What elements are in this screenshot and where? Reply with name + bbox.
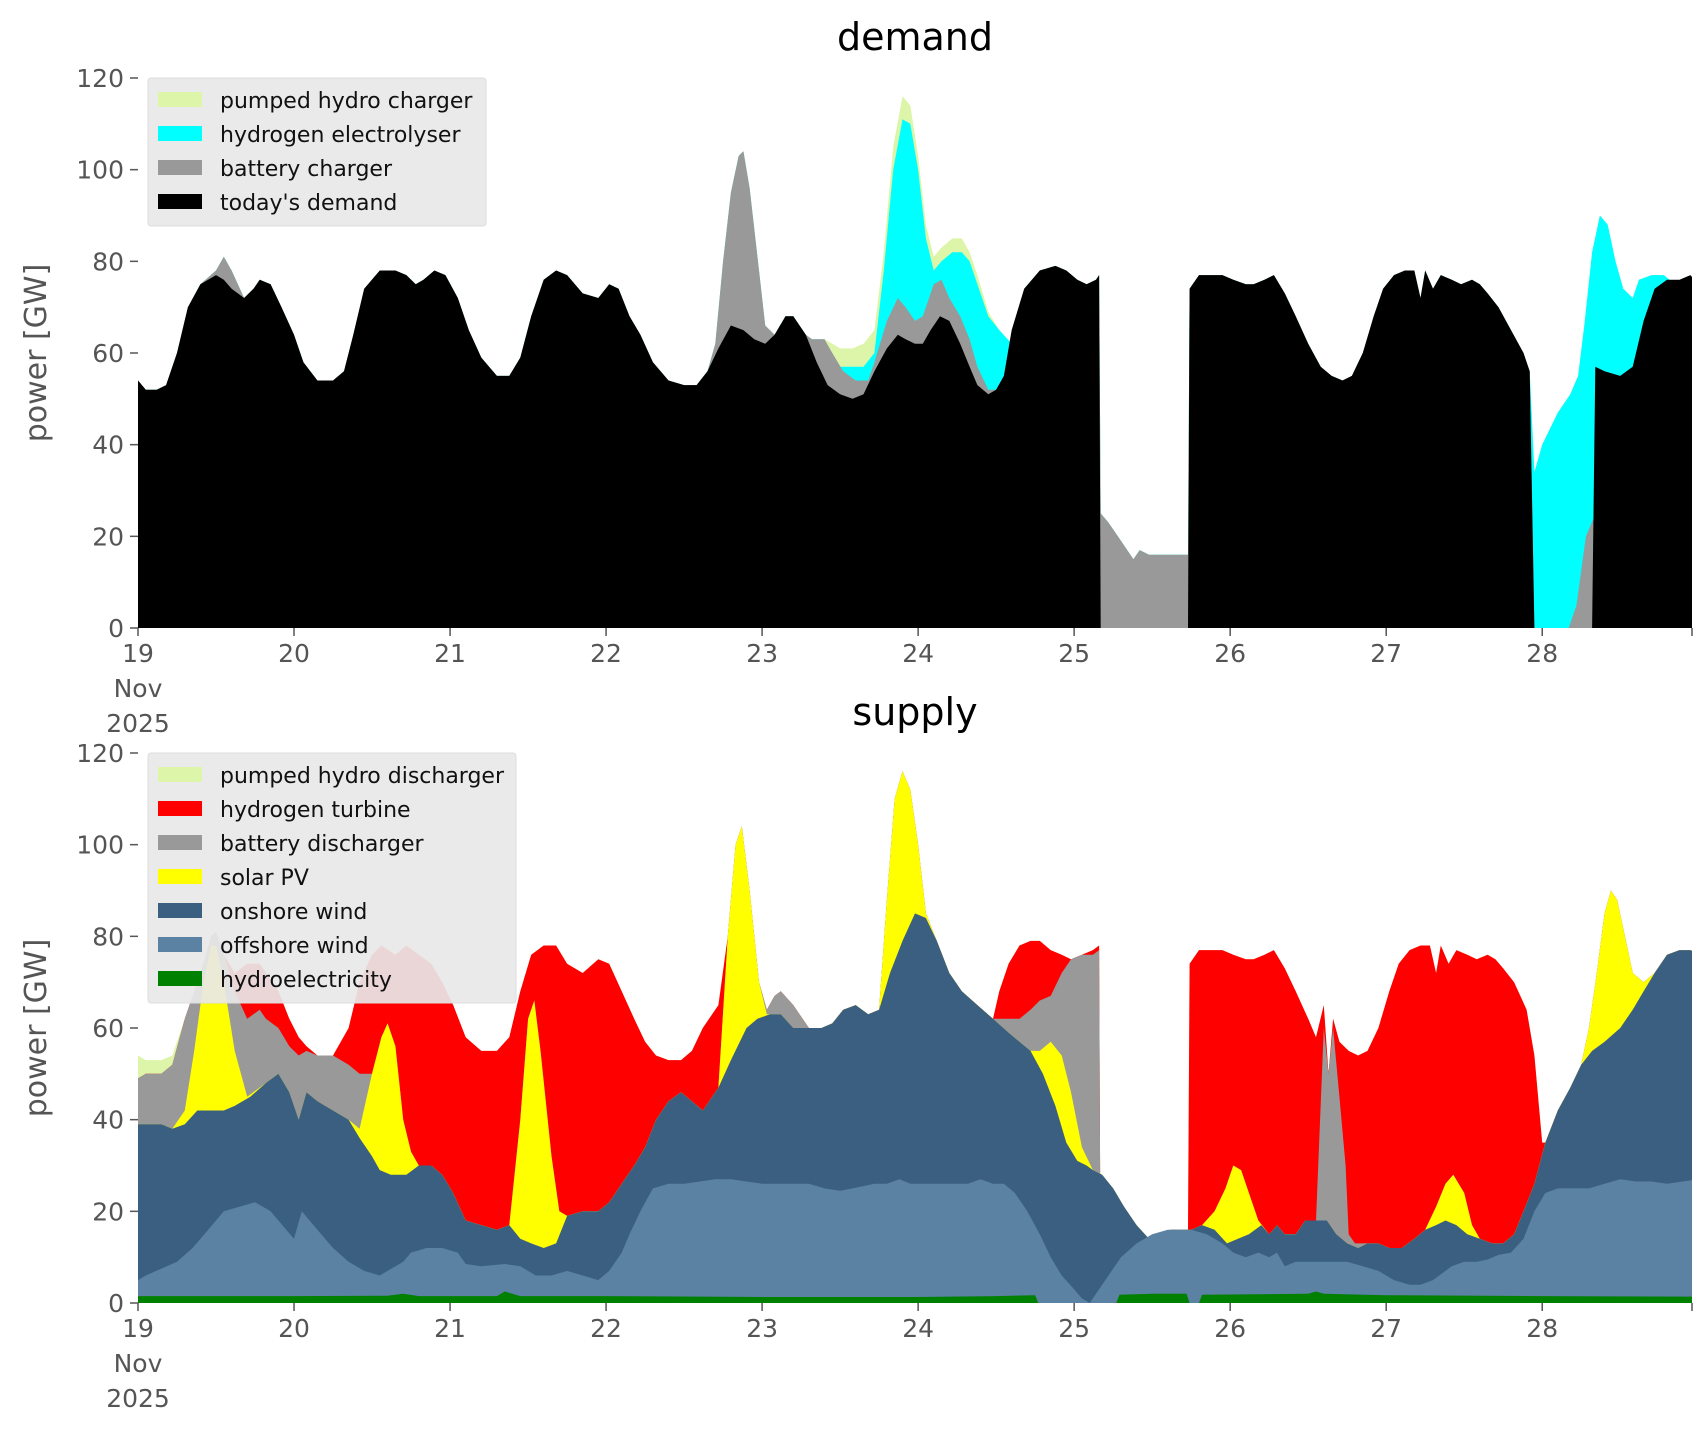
y-tick-label: 120 — [76, 739, 124, 768]
y-tick-label: 0 — [108, 1289, 124, 1318]
legend-swatch — [158, 767, 202, 782]
legend-swatch — [158, 903, 202, 918]
x-tick-label: Nov — [114, 674, 163, 703]
area-series-onshore-wind — [138, 913, 1692, 1303]
legend-swatch — [158, 869, 202, 884]
x-tick-label: 22 — [590, 1314, 622, 1343]
x-tick-label: 27 — [1370, 639, 1402, 668]
y-tick-label: 60 — [92, 339, 124, 368]
area-series-today-s-demand — [138, 265, 1692, 628]
legend-label: battery charger — [220, 157, 393, 182]
y-tick-label: 20 — [92, 1197, 124, 1226]
y-tick-label: 60 — [92, 1014, 124, 1043]
chart-title: supply — [852, 690, 977, 734]
y-tick-label: 100 — [76, 156, 124, 185]
x-tick-label: 2025 — [106, 1384, 170, 1413]
legend-swatch — [158, 937, 202, 952]
y-tick-label: 120 — [76, 64, 124, 93]
x-tick-label: 24 — [902, 639, 934, 668]
area-series-hydroelectricity — [138, 1291, 1692, 1303]
legend-label: onshore wind — [220, 900, 367, 925]
y-tick-label: 100 — [76, 831, 124, 860]
y-axis-label: power [GW] — [19, 939, 54, 1118]
y-tick-label: 40 — [92, 431, 124, 460]
legend: pumped hydro charger hydrogen electrolyse… — [147, 77, 487, 227]
legend-label: today's demand — [220, 191, 397, 216]
area-series-offshore-wind — [138, 1179, 1692, 1303]
legend-swatch — [158, 835, 202, 850]
y-axis-label: power [GW] — [19, 264, 54, 443]
legend-label: hydrogen turbine — [220, 798, 411, 823]
y-tick-label: 80 — [92, 922, 124, 951]
x-tick-label: 23 — [746, 639, 778, 668]
legend-swatch — [158, 126, 202, 141]
y-tick-label: 40 — [92, 1106, 124, 1135]
legend-label: hydroelectricity — [220, 968, 392, 993]
legend-label: pumped hydro discharger — [220, 764, 505, 789]
chart-title: demand — [837, 15, 993, 59]
legend-label: pumped hydro charger — [220, 89, 473, 114]
legend-swatch — [158, 194, 202, 209]
plot-area — [138, 771, 1692, 1303]
plot-area — [138, 96, 1692, 628]
legend-label: hydrogen electrolyser — [220, 123, 461, 148]
x-tick-label: 21 — [434, 1314, 466, 1343]
x-tick-label: Nov — [114, 1349, 163, 1378]
legend-swatch — [158, 801, 202, 816]
x-tick-label: 19 — [122, 1314, 154, 1343]
x-tick-label: 26 — [1214, 1314, 1246, 1343]
x-tick-label: 22 — [590, 639, 622, 668]
x-tick-label: 24 — [902, 1314, 934, 1343]
x-tick-label: 28 — [1526, 1314, 1558, 1343]
x-tick-label: 28 — [1526, 639, 1558, 668]
y-tick-label: 80 — [92, 247, 124, 276]
x-tick-label: 2025 — [106, 709, 170, 738]
x-tick-label: 19 — [122, 639, 154, 668]
legend-label: offshore wind — [220, 934, 369, 959]
x-tick-label: 26 — [1214, 639, 1246, 668]
legend-box — [147, 77, 487, 227]
x-tick-label: 20 — [278, 1314, 310, 1343]
x-tick-label: 25 — [1058, 1314, 1090, 1343]
x-tick-label: 27 — [1370, 1314, 1402, 1343]
y-tick-label: 20 — [92, 522, 124, 551]
legend-box — [147, 752, 517, 1004]
x-tick-label: 23 — [746, 1314, 778, 1343]
legend-label: battery discharger — [220, 832, 425, 857]
x-tick-label: 20 — [278, 639, 310, 668]
y-tick-label: 0 — [108, 614, 124, 643]
legend-swatch — [158, 92, 202, 107]
x-tick-label: 21 — [434, 639, 466, 668]
legend-swatch — [158, 971, 202, 986]
legend-label: solar PV — [220, 866, 309, 891]
legend-swatch — [158, 160, 202, 175]
legend: pumped hydro discharger hydrogen turbine b… — [147, 752, 517, 1004]
x-tick-label: 25 — [1058, 639, 1090, 668]
